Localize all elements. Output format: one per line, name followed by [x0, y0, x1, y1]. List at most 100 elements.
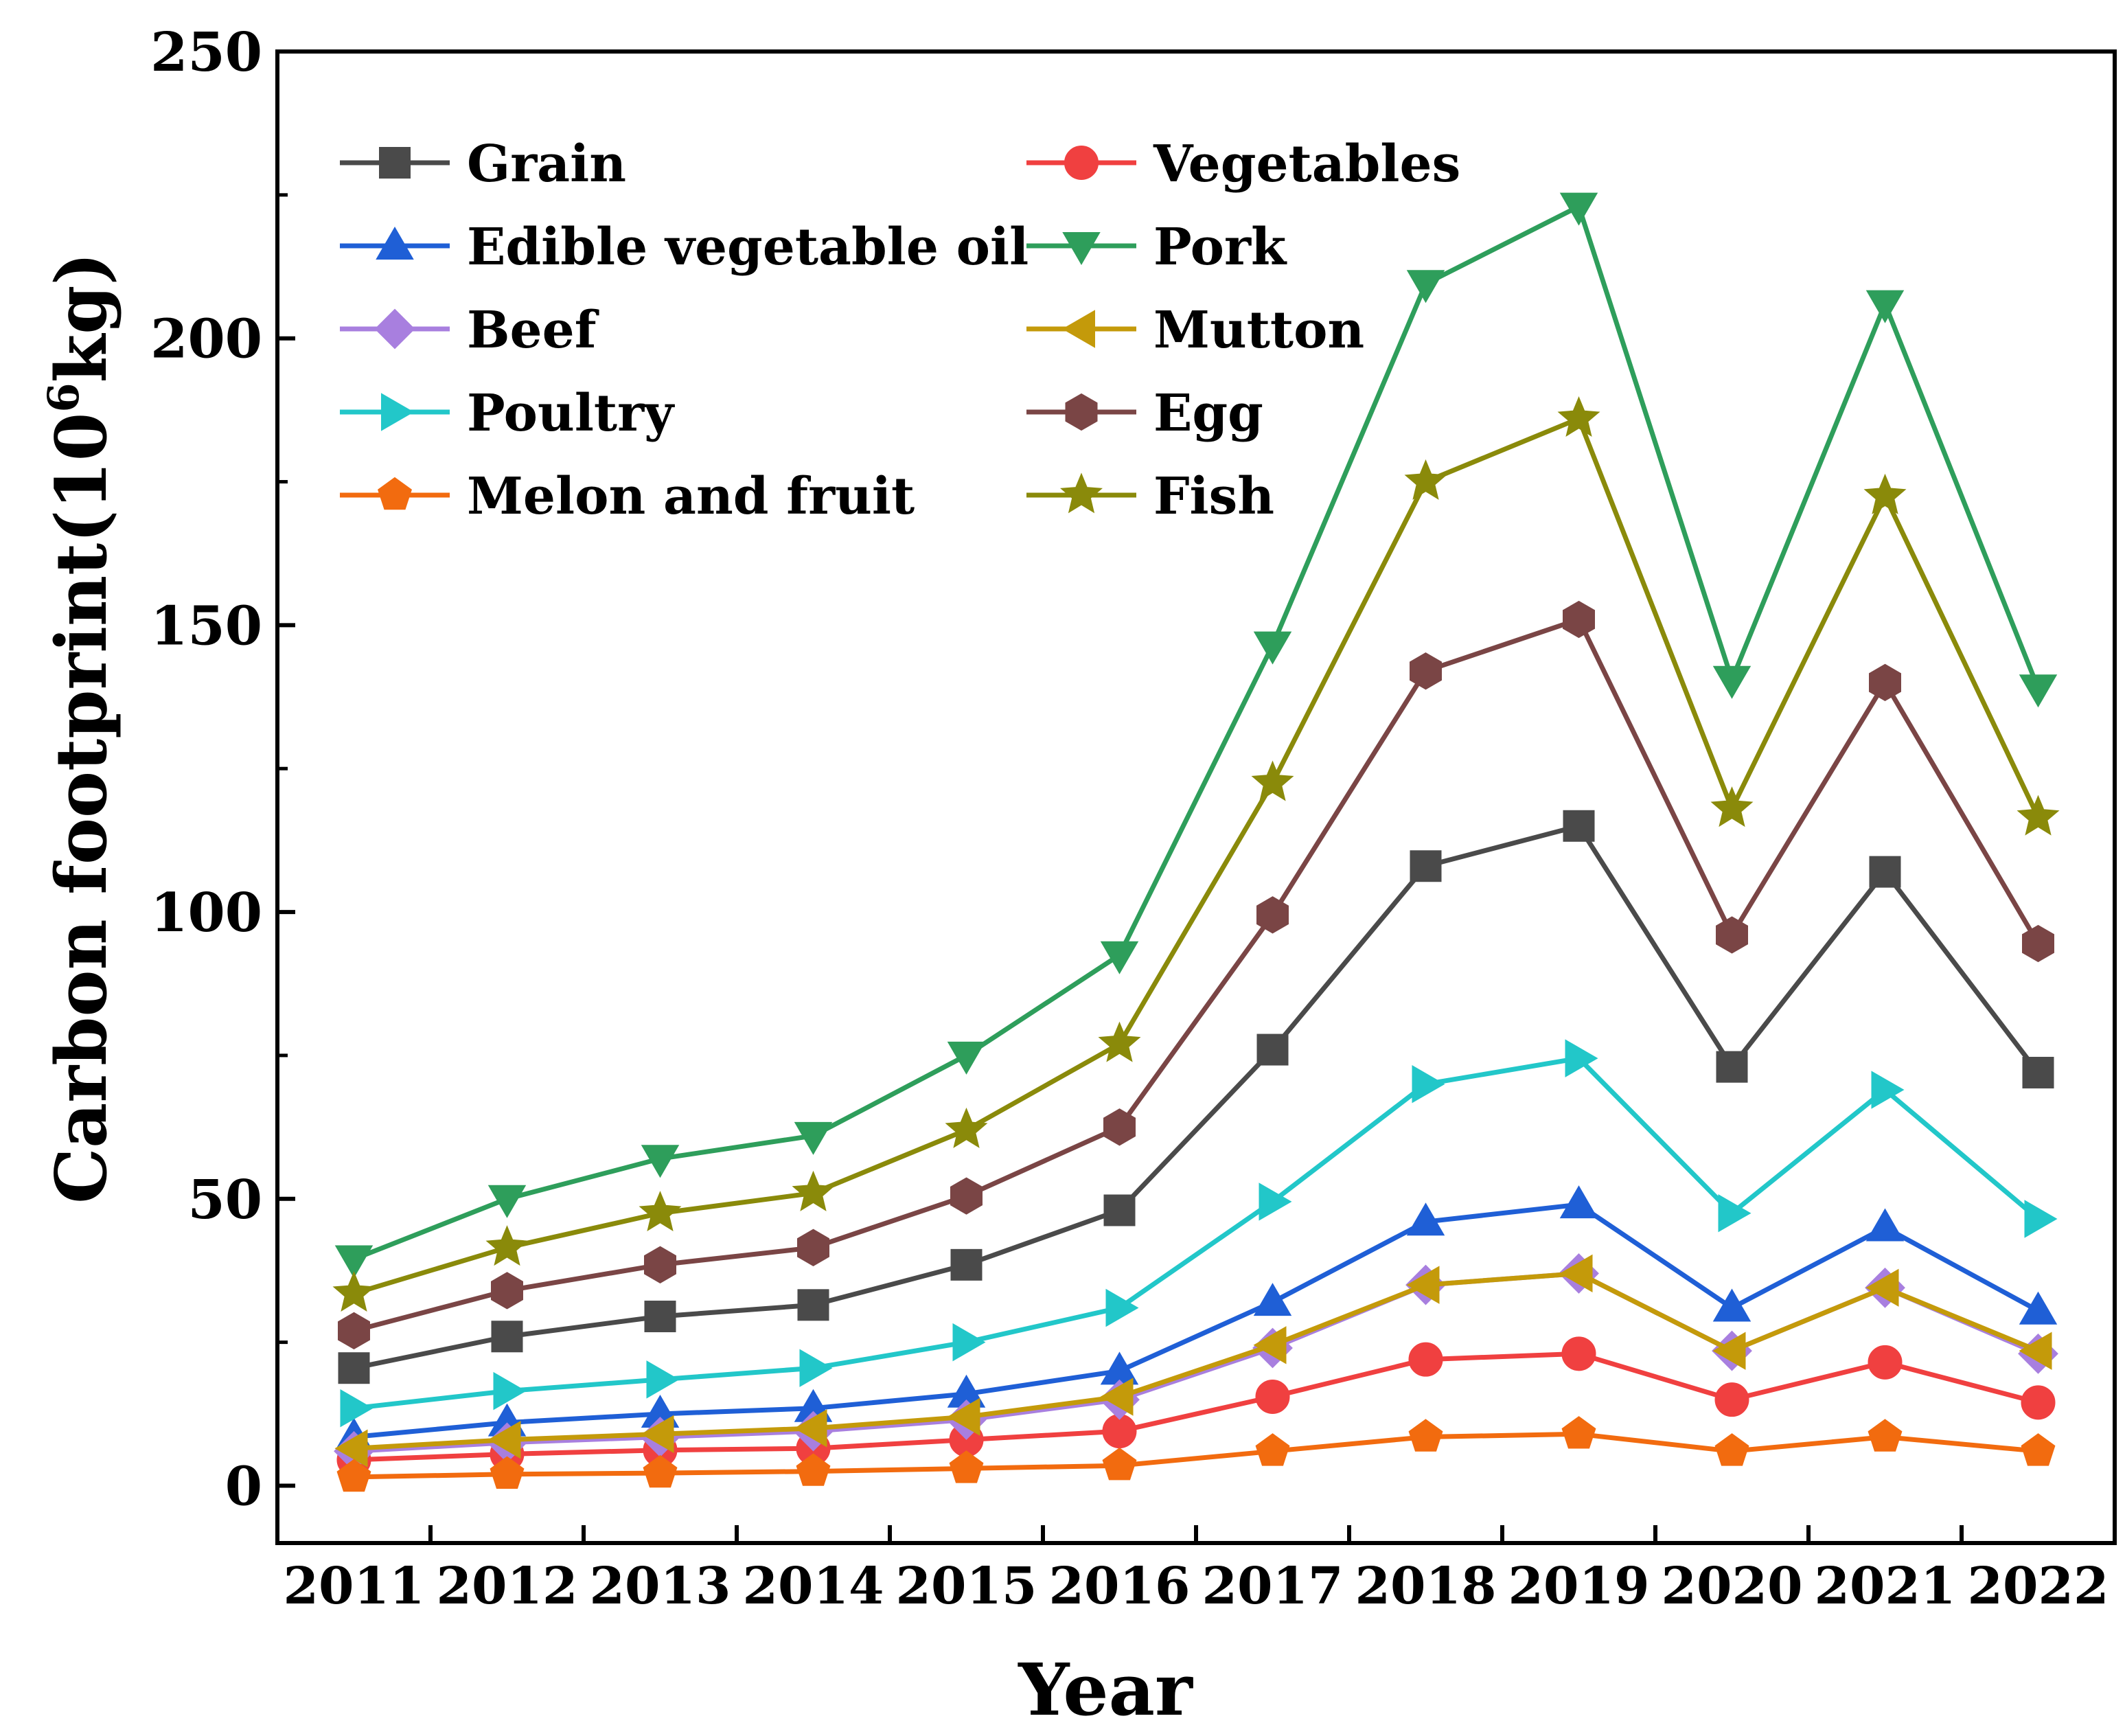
- data-point: [1410, 652, 1442, 690]
- legend-marker: [378, 477, 412, 510]
- legend-label: Fish: [1153, 467, 1274, 526]
- data-point: [1105, 1288, 1139, 1327]
- data-point: [334, 1429, 368, 1467]
- data-point: [947, 1397, 980, 1436]
- data-point: [334, 1245, 374, 1279]
- data-point: [1865, 1208, 1905, 1242]
- series-melon-and-fruit: [336, 1416, 2056, 1492]
- series-line: [354, 1351, 2039, 1463]
- data-point: [338, 1352, 370, 1384]
- legend-label: Pork: [1153, 218, 1287, 277]
- series-line: [353, 204, 2041, 1261]
- legend-marker: [379, 147, 411, 179]
- x-tick-label: 2018: [1355, 1557, 1497, 1616]
- data-point: [950, 1177, 983, 1215]
- y-axis-title-unit: kg): [41, 252, 123, 382]
- data-point: [1251, 760, 1294, 801]
- data-point: [332, 1270, 376, 1312]
- series-grain: [338, 810, 2054, 1384]
- legend-label: Melon and fruit: [467, 467, 915, 526]
- data-point: [2019, 1332, 2052, 1370]
- series-line: [354, 1270, 2039, 1451]
- data-point: [1256, 1033, 1289, 1066]
- legend-item-grain: Grain: [340, 135, 626, 194]
- data-point: [1255, 1433, 1290, 1466]
- data-point: [1406, 270, 1445, 304]
- data-point: [952, 1323, 986, 1362]
- data-point: [336, 1459, 371, 1492]
- legend-item-edible-vegetable-oil: Edible vegetable oil: [340, 218, 1029, 277]
- data-point: [641, 1145, 680, 1178]
- data-point: [799, 1349, 833, 1387]
- data-point: [1255, 1379, 1290, 1414]
- data-point: [1714, 1433, 1749, 1466]
- legend-label: Poultry: [467, 384, 675, 443]
- data-point: [1259, 1183, 1292, 1221]
- data-point: [338, 1312, 370, 1350]
- data-point: [493, 1371, 527, 1410]
- data-point: [490, 1456, 525, 1489]
- data-point: [797, 1289, 829, 1321]
- data-point: [1404, 459, 1447, 500]
- x-tick-label: 2019: [1508, 1557, 1650, 1616]
- data-point: [1561, 1416, 1596, 1449]
- data-point: [794, 1409, 827, 1448]
- data-point: [1559, 192, 1598, 226]
- data-point: [487, 1185, 527, 1218]
- data-point: [794, 1121, 833, 1155]
- legend-item-beef: Beef: [340, 301, 599, 360]
- data-point: [641, 1415, 674, 1454]
- data-point: [491, 1272, 523, 1310]
- series-line: [354, 1431, 2038, 1480]
- data-point: [1559, 1185, 1598, 1219]
- data-point: [1871, 1071, 1905, 1109]
- x-axis-title: Year: [1018, 1647, 1193, 1732]
- series-mutton: [334, 1254, 2052, 1467]
- data-point: [1716, 1051, 1748, 1083]
- data-point: [1561, 1336, 1596, 1371]
- legend-item-egg: Egg: [1026, 384, 1263, 443]
- data-point: [2022, 1056, 2054, 1088]
- data-point: [1868, 1419, 1903, 1452]
- legend-marker: [1062, 232, 1101, 265]
- data-point: [1408, 1342, 1443, 1377]
- data-point: [2017, 795, 2060, 836]
- data-point: [485, 1225, 529, 1266]
- y-tick-label: 150: [150, 595, 262, 657]
- y-tick-label: 200: [150, 308, 262, 371]
- x-tick-label: 2022: [1968, 1557, 2109, 1616]
- data-point: [947, 1041, 986, 1075]
- data-point: [1714, 1382, 1749, 1417]
- data-point: [644, 1301, 676, 1333]
- legend-marker: [381, 393, 414, 431]
- data-point: [1103, 1194, 1136, 1226]
- series-line: [354, 1202, 2040, 1439]
- series-line: [354, 1055, 2040, 1411]
- data-point: [1563, 810, 1595, 842]
- series-line: [353, 823, 2041, 1371]
- data-point: [1559, 1254, 1593, 1293]
- data-point: [2024, 1200, 2058, 1238]
- data-point: [643, 1454, 678, 1488]
- data-point: [1256, 896, 1289, 934]
- legend-label: Grain: [467, 135, 626, 194]
- data-point: [1253, 631, 1292, 665]
- data-point: [1710, 786, 1754, 827]
- legend-item-vegetables: Vegetables: [1026, 135, 1460, 194]
- legend-label: Mutton: [1153, 301, 1364, 360]
- data-point: [1406, 1202, 1445, 1236]
- data-point: [644, 1246, 676, 1283]
- data-point: [1712, 1332, 1746, 1370]
- data-point: [1408, 1419, 1443, 1452]
- data-point: [1103, 1108, 1136, 1146]
- x-tick-label: 2020: [1662, 1557, 1803, 1616]
- data-point: [1100, 1378, 1134, 1416]
- legend-item-pork: Pork: [1026, 218, 1287, 277]
- x-tick-label: 2012: [437, 1557, 578, 1616]
- data-point: [1557, 396, 1600, 437]
- series-poultry: [340, 1039, 2058, 1428]
- data-point: [1868, 1345, 1903, 1380]
- data-point: [2021, 1385, 2056, 1420]
